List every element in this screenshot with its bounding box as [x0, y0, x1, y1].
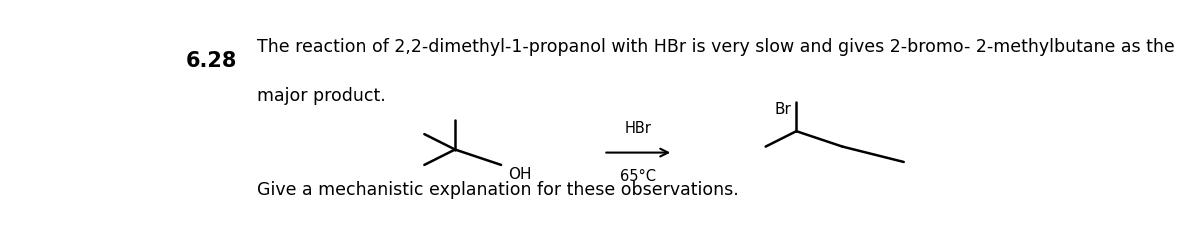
Text: HBr: HBr: [625, 121, 652, 136]
Text: 6.28: 6.28: [185, 50, 236, 70]
Text: OH: OH: [509, 167, 532, 182]
Text: Br: Br: [775, 102, 792, 117]
Text: major product.: major product.: [257, 87, 385, 105]
Text: Give a mechanistic explanation for these observations.: Give a mechanistic explanation for these…: [257, 181, 739, 199]
Text: The reaction of 2,2-dimethyl-1-propanol with HBr is very slow and gives 2-bromo-: The reaction of 2,2-dimethyl-1-propanol …: [257, 38, 1175, 56]
Text: 65°C: 65°C: [620, 169, 656, 184]
